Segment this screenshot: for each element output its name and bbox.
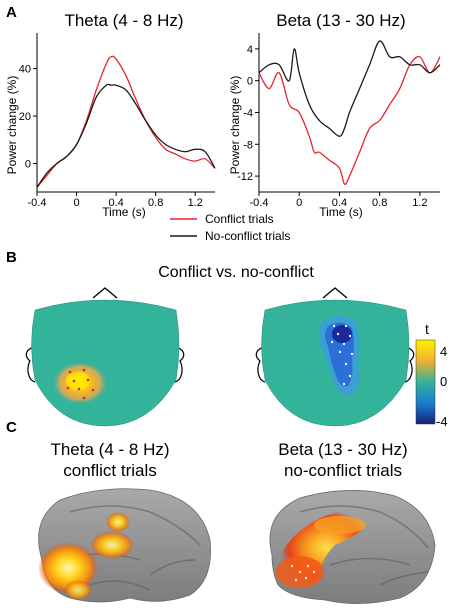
colorbar-gradient: [415, 339, 436, 425]
beta-topomap: [255, 287, 415, 427]
theta-x-tick-label: 0.8: [148, 197, 163, 209]
panel-c-letter: C: [6, 419, 17, 436]
colorbar-tick-bottom: -4: [436, 414, 448, 429]
theta-activation-midline: [90, 531, 134, 559]
theta-chart-title: Theta (4 - 8 Hz): [64, 11, 183, 30]
left-ear-icon: [25, 346, 36, 383]
theta-series-no-conflict-line: [36, 83, 216, 188]
beta-series: [258, 40, 441, 185]
beta-brain-title: Beta (13 - 30 Hz): [278, 440, 407, 459]
beta-x-tick-label: 0.4: [332, 197, 347, 209]
theta-x-tick-label: -0.4: [28, 197, 47, 209]
theta-axes: -0.4 0 0.4 0.8 1.2 0 20 40: [19, 33, 215, 209]
theta-x-axis-label: Time (s): [102, 205, 146, 219]
beta-series-conflict-line: [258, 55, 441, 185]
colorbar-tick-mid: 0: [440, 374, 447, 389]
colorbar: t 4 0 -4: [415, 321, 448, 429]
theta-y-axis-label: Power change (%): [5, 76, 19, 175]
beta-chart-title: Beta (13 - 30 Hz): [276, 11, 405, 30]
beta-series-no-conflict-line: [258, 40, 441, 137]
beta-x-tick-label: 0.8: [372, 197, 387, 209]
theta-y-tick-label: 0: [25, 159, 31, 171]
beta-x-tick-label: -0.4: [250, 197, 269, 209]
beta-x-tick-label: 0: [296, 197, 302, 209]
beta-y-tick-label: 0: [247, 76, 253, 88]
right-ear-icon: [404, 346, 415, 383]
theta-y-tick-label: 20: [19, 111, 31, 123]
legend-no-conflict-label: No-conflict trials: [205, 229, 290, 243]
theta-line-chart: Theta (4 - 8 Hz) Power change (%) Time (…: [5, 11, 216, 219]
theta-brain-subtitle: conflict trials: [63, 461, 157, 480]
beta-axes: -0.4 0 0.4 0.8 1.2 4 0 -4 -8 -12: [237, 33, 440, 209]
nose-icon: [322, 287, 348, 299]
panel-a-letter: A: [6, 4, 17, 21]
panel-b-letter: B: [6, 249, 17, 266]
beta-line-chart: Beta (13 - 30 Hz) Power change (%) Time …: [228, 11, 441, 219]
beta-brain-subtitle: no-conflict trials: [284, 461, 402, 480]
beta-y-axis-label: Power change (%): [228, 76, 242, 175]
electrode-dots: [66, 368, 95, 400]
colorbar-label: t: [425, 321, 429, 337]
legend-conflict-label: Conflict trials: [205, 212, 274, 226]
scalp-disk: [31, 299, 180, 427]
beta-activation-dots: [290, 564, 316, 582]
theta-x-tick-label: 0: [73, 197, 79, 209]
legend: Conflict trials No-conflict trials: [170, 212, 290, 243]
beta-brain-surface: [269, 490, 436, 604]
theta-brain-surface: [38, 488, 211, 603]
panel-b-title: Conflict vs. no-conflict: [158, 264, 314, 281]
beta-x-axis-label: Time (s): [319, 205, 363, 219]
beta-y-tick-label: -4: [243, 108, 253, 120]
theta-topomap: [25, 287, 185, 427]
theta-activation-posterior: [106, 512, 130, 532]
theta-series-conflict-line: [36, 55, 216, 188]
left-ear-icon: [255, 346, 266, 383]
nose-icon: [92, 287, 118, 299]
beta-y-tick-label: -12: [237, 171, 253, 183]
theta-y-tick-label: 40: [19, 64, 31, 76]
beta-y-tick-label: 4: [247, 44, 253, 56]
theta-brain-title: Theta (4 - 8 Hz): [50, 440, 169, 459]
theta-x-tick-label: 0.4: [108, 197, 123, 209]
electrode-dots: [330, 324, 354, 386]
beta-y-tick-label: -8: [243, 139, 253, 151]
beta-x-tick-label: 1.2: [412, 197, 427, 209]
theta-series: [36, 55, 216, 188]
colorbar-tick-top: 4: [440, 344, 447, 359]
theta-x-tick-label: 1.2: [188, 197, 203, 209]
right-ear-icon: [174, 346, 185, 383]
